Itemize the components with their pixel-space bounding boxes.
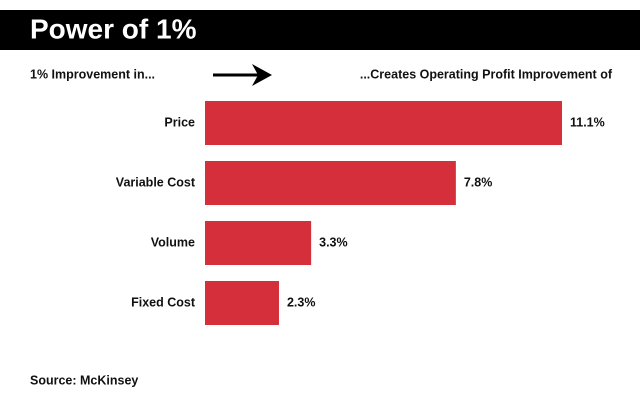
category-header: 1% Improvement in... (30, 67, 155, 81)
bar (205, 281, 279, 325)
category-label: Price (164, 115, 195, 129)
value-header: ...Creates Operating Profit Improvement … (360, 67, 613, 81)
source: Source: McKinsey (30, 373, 138, 387)
chart-title: Power of 1% (30, 13, 197, 44)
category-label: Volume (151, 235, 195, 249)
title-bar (0, 10, 640, 50)
category-label: Fixed Cost (131, 295, 196, 309)
value-label: 2.3% (287, 295, 316, 309)
bar (205, 161, 456, 205)
bar (205, 101, 562, 145)
bar (205, 221, 312, 265)
arrow (213, 64, 272, 86)
value-label: 3.3% (319, 235, 348, 249)
category-label: Variable Cost (116, 175, 196, 189)
value-label: 11.1% (570, 115, 605, 129)
value-label: 7.8% (464, 175, 493, 189)
